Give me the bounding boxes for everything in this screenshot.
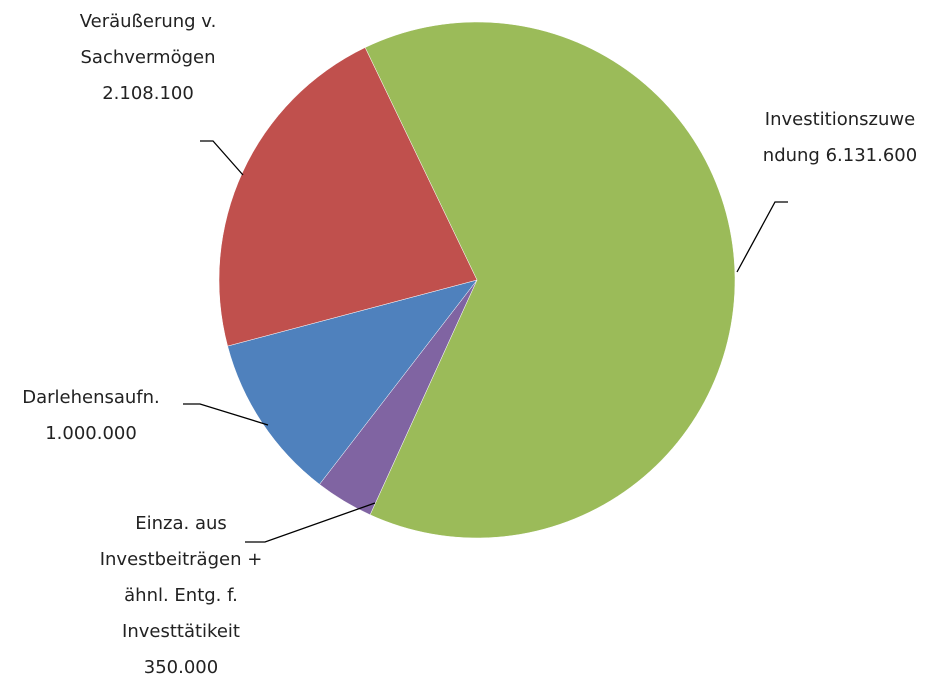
category-label: Darlehensaufn. [22,387,160,408]
leader-line [183,403,269,426]
value-label: 6.131.600 [825,145,918,166]
value-label: 350.000 [143,657,219,678]
leader-line [200,140,244,176]
slice-label: Darlehensaufn. 1.000.000 [5,380,177,452]
value-label: 1.000.000 [45,423,137,444]
pie-slice [364,21,736,539]
pie-slice [218,47,478,347]
leader-line [245,502,376,543]
slice-label: Einza. aus Investbeiträgen + ähnl. Entg.… [95,506,267,686]
slice-label: Veräußerung v. Sachvermögen 2.108.100 [48,4,248,112]
leader-line [736,201,788,273]
value-label: 2.108.100 [102,83,194,104]
slice-label: Investitionszuwendung 6.131.600 [760,102,920,174]
category-label: Einza. aus Investbeiträgen + ähnl. Entg.… [99,513,263,642]
category-label: Veräußerung v. Sachvermögen [79,11,217,68]
category-label: Investitionszuwendung [762,109,916,166]
